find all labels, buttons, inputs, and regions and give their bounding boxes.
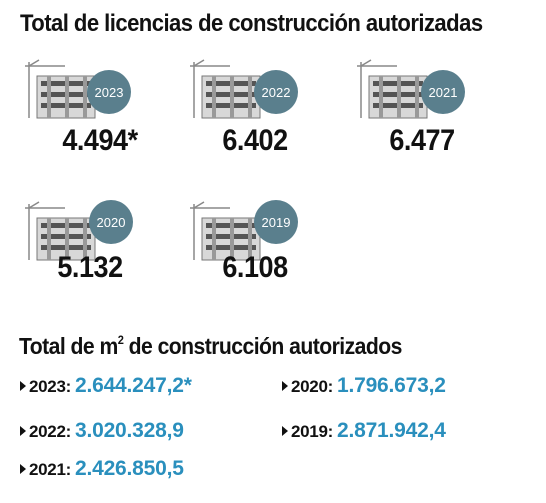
year-badge-2022: 2022	[254, 70, 298, 114]
year-badge-2021: 2021	[421, 70, 465, 114]
m2-value-2021: 2.426.850,5	[74, 457, 184, 480]
m2-value-2022: 3.020.328,9	[74, 419, 184, 442]
licencia-tile-2023: 2023 4.494*	[25, 58, 175, 168]
chart-title-licencias: Total de licencias de construcción autor…	[20, 10, 483, 37]
m2-row-2020: 2020: 1.796.673,2	[282, 374, 446, 398]
licencia-tile-2019: 2019 6.108	[190, 200, 340, 310]
play-arrow-icon	[20, 381, 26, 391]
building-under-construction-icon	[25, 59, 96, 119]
title-m2-suffix: de construcción autorizados	[123, 333, 403, 359]
m2-row-2022: 2022: 3.020.328,9	[20, 419, 184, 443]
m2-year-2021: 2021:	[29, 460, 71, 479]
m2-year-2023: 2023:	[29, 377, 71, 396]
building-under-construction-icon	[25, 201, 96, 261]
m2-row-2021: 2021: 2.426.850,5	[20, 457, 184, 481]
chart-title-m2: Total de m2 de construcción autorizados	[19, 333, 402, 360]
licencias-value-2021: 6.477	[389, 124, 455, 157]
m2-row-2019: 2019: 2.871.942,4	[282, 419, 446, 443]
licencia-tile-2021: 2021 6.477	[357, 58, 507, 168]
building-under-construction-icon	[190, 59, 261, 119]
m2-year-2020: 2020:	[291, 377, 333, 396]
play-arrow-icon	[20, 464, 26, 474]
building-under-construction-icon	[357, 59, 428, 119]
year-badge-2023: 2023	[87, 70, 131, 114]
year-badge-2019: 2019	[254, 200, 298, 244]
m2-value-2023: 2.644.247,2*	[74, 374, 192, 397]
licencia-tile-2022: 2022 6.402	[190, 58, 340, 168]
m2-value-2019: 2.871.942,4	[336, 419, 446, 442]
title-m2-prefix: Total de m	[19, 333, 118, 359]
play-arrow-icon	[282, 426, 288, 436]
title-m2-superscript: 2	[117, 333, 124, 347]
m2-value-2020: 1.796.673,2	[336, 374, 446, 397]
licencia-tile-2020: 2020 5.132	[25, 200, 175, 310]
m2-year-2022: 2022:	[29, 422, 71, 441]
play-arrow-icon	[20, 426, 26, 436]
m2-row-2023: 2023: 2.644.247,2*	[20, 374, 192, 398]
licencias-value-2023: 4.494*	[62, 124, 138, 157]
m2-year-2019: 2019:	[291, 422, 333, 441]
building-under-construction-icon	[190, 201, 261, 261]
play-arrow-icon	[282, 381, 288, 391]
licencias-value-2022: 6.402	[222, 124, 288, 157]
licencias-value-2020: 5.132	[57, 251, 123, 284]
year-badge-2020: 2020	[89, 200, 133, 244]
licencias-value-2019: 6.108	[222, 251, 288, 284]
